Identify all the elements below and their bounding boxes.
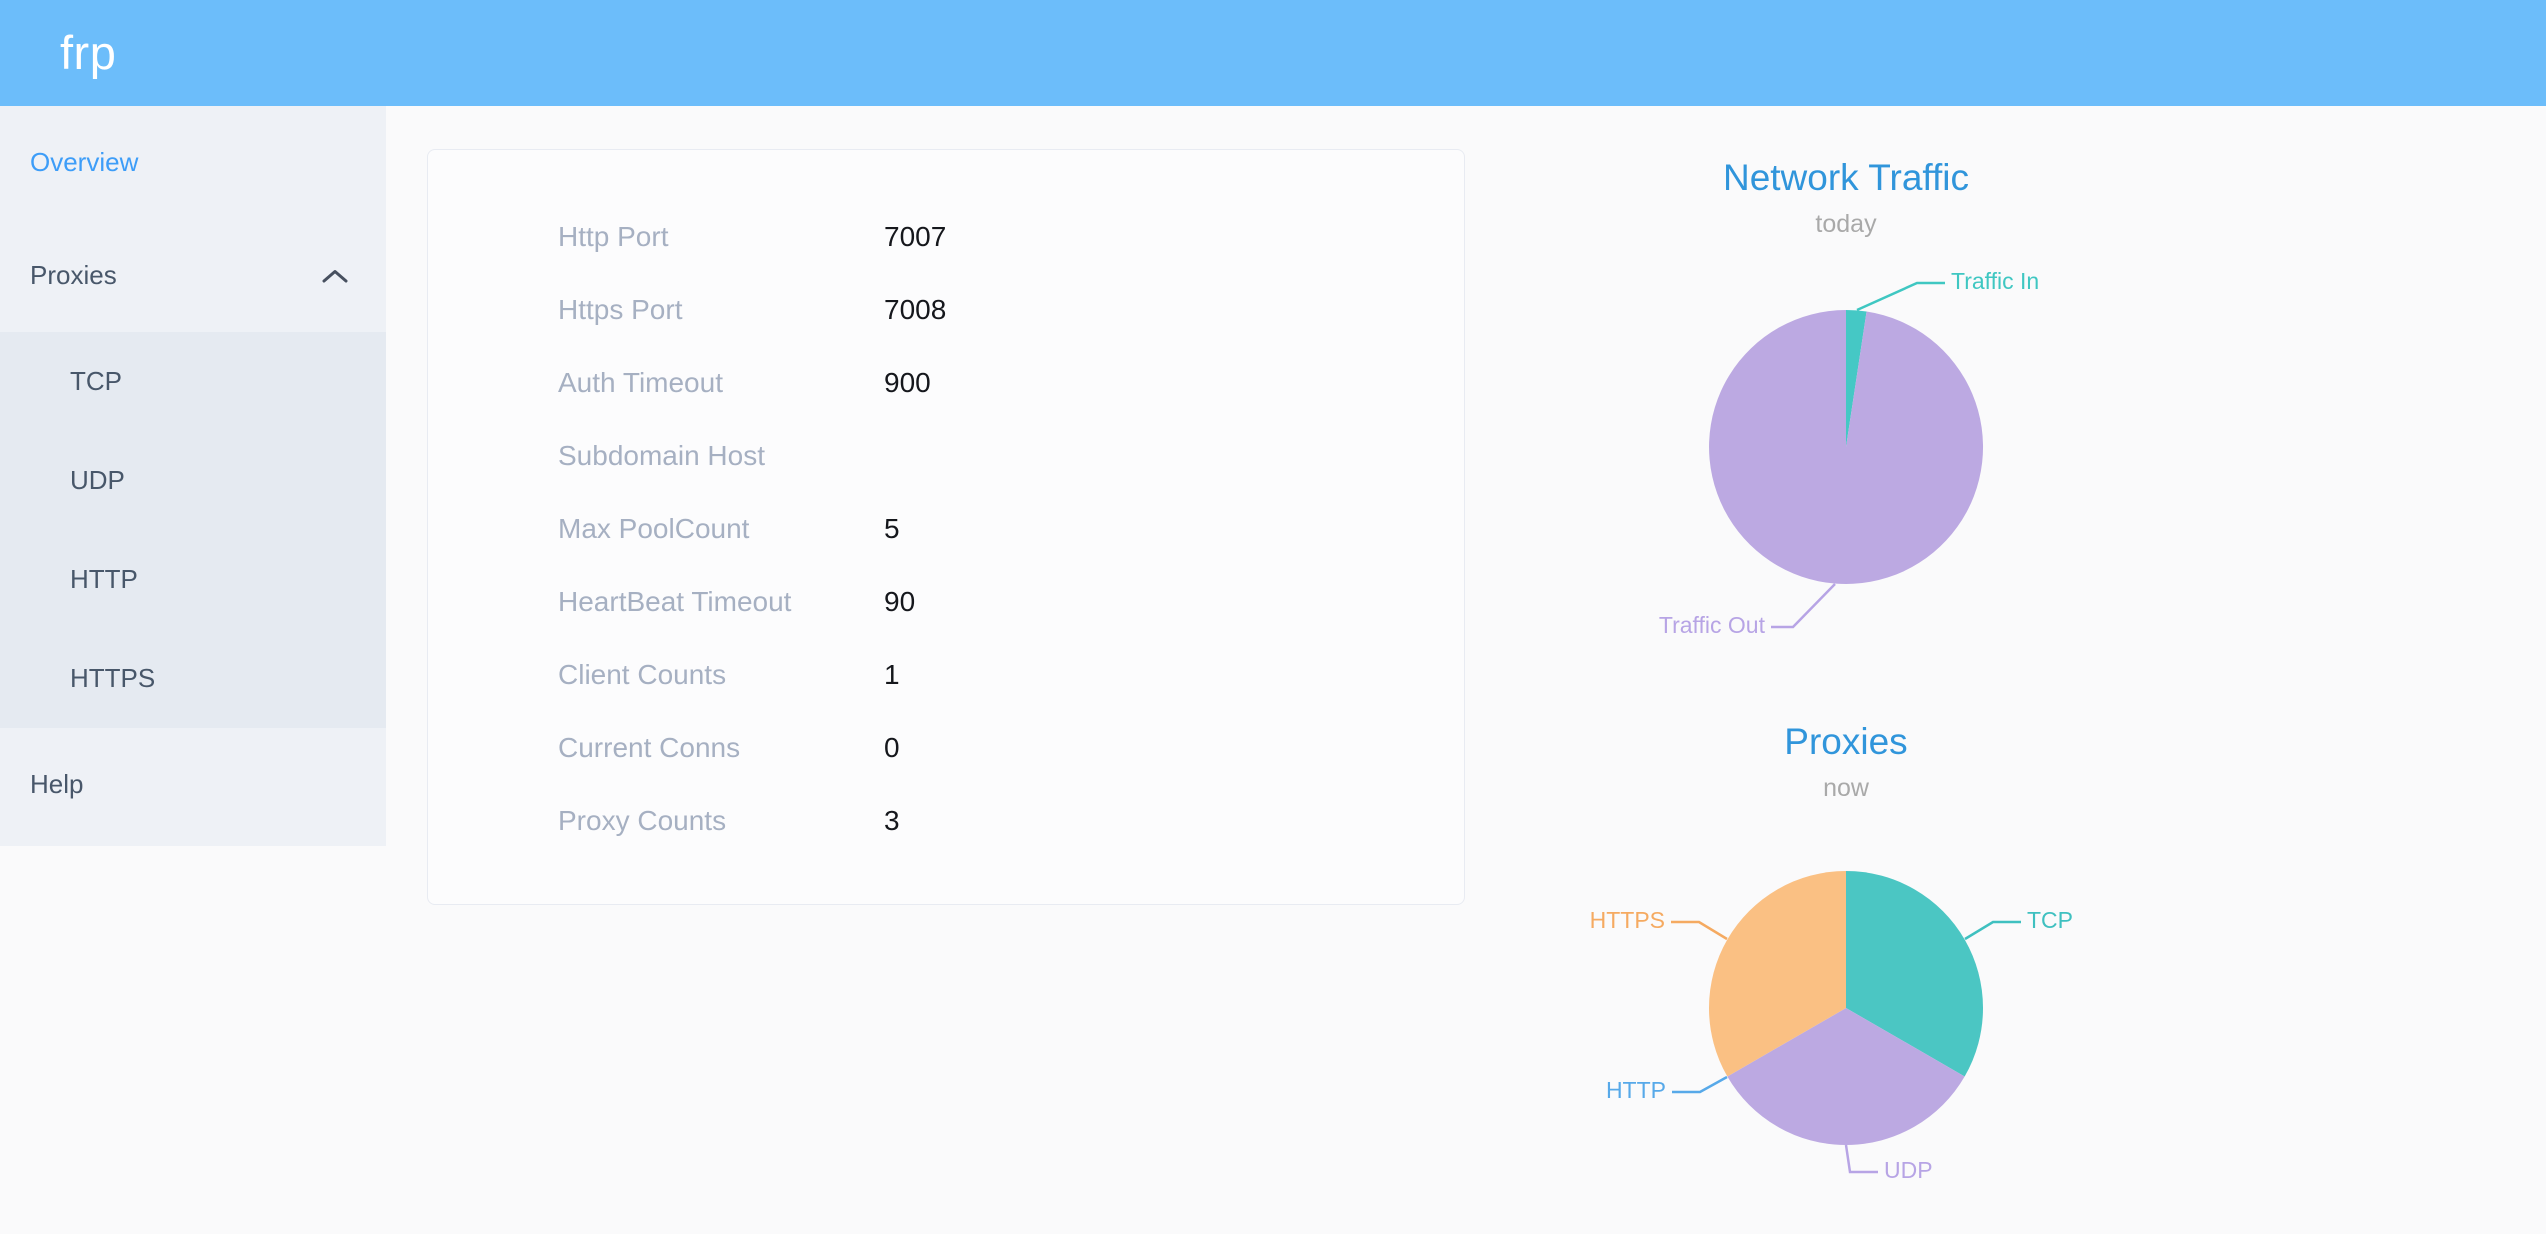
config-value: 900: [884, 366, 931, 398]
config-value: 3: [884, 804, 900, 836]
sidebar-item-http-label: HTTP: [70, 564, 138, 594]
sidebar-item-proxies[interactable]: Proxies: [0, 219, 386, 332]
config-value: 90: [884, 585, 916, 617]
proxies-chart-subtitle: now: [1823, 774, 1869, 802]
top-header-bar: frp: [0, 0, 2546, 106]
config-value: 7007: [884, 220, 947, 252]
config-value: 1: [884, 658, 900, 690]
pie-label-line-http: [1672, 1075, 1728, 1094]
pie-label-line-udp: [1844, 1144, 1878, 1174]
pie-slice-traffic-in[interactable]: [1846, 310, 1867, 447]
pie-label-udp: UDP: [1884, 1157, 1933, 1183]
chevron-up-icon: [322, 269, 348, 282]
config-label: Https Port: [558, 293, 683, 325]
config-row: Http Port 7007: [428, 200, 1464, 273]
pie-label-line-traffic-out: [1771, 583, 1836, 629]
config-label: Subdomain Host: [558, 439, 766, 471]
network-traffic-chart-subtitle: today: [1815, 210, 1877, 238]
config-label: Client Counts: [558, 658, 727, 690]
sidebar-item-overview[interactable]: Overview: [0, 106, 386, 219]
sidebar-item-help-label: Help: [30, 769, 84, 799]
config-row: Subdomain Host: [428, 419, 1464, 492]
pie-label-http: HTTP: [1606, 1077, 1666, 1103]
config-row: HeartBeat Timeout 90: [428, 565, 1464, 638]
proxies-submenu: TCP UDP HTTP HTTPS: [0, 332, 386, 728]
sidebar-item-tcp[interactable]: TCP: [0, 332, 386, 431]
config-value: 0: [884, 731, 900, 763]
pie-label-line-https: [1671, 920, 1728, 941]
config-value: 7008: [884, 293, 947, 325]
config-label: HeartBeat Timeout: [558, 585, 792, 617]
config-value: 5: [884, 512, 900, 544]
pie-slice-https[interactable]: [1708, 871, 1846, 1077]
pie-label-line-tcp: [1964, 920, 2021, 941]
config-label: Auth Timeout: [558, 366, 723, 398]
config-label: Proxy Counts: [558, 804, 727, 836]
config-label: Http Port: [558, 220, 669, 252]
sidebar: Overview Proxies TCP UDP HTTP HTTPS Help: [0, 106, 386, 846]
pie-label-https: HTTPS: [1590, 907, 1665, 933]
pie-label-traffic-in: Traffic In: [1951, 268, 2039, 294]
config-label: Current Conns: [558, 731, 741, 763]
network-traffic-chart-title: Network Traffic: [1722, 157, 1970, 198]
sidebar-item-tcp-label: TCP: [70, 366, 122, 396]
sidebar-item-http[interactable]: HTTP: [0, 530, 386, 629]
sidebar-item-udp[interactable]: UDP: [0, 431, 386, 530]
config-row: Current Conns 0: [428, 711, 1464, 784]
sidebar-item-https[interactable]: HTTPS: [0, 629, 386, 728]
config-row: Proxy Counts 3: [428, 784, 1464, 857]
sidebar-item-https-label: HTTPS: [70, 663, 156, 693]
sidebar-item-help[interactable]: Help: [0, 728, 386, 841]
proxies-chart-title: Proxies: [1784, 721, 1908, 762]
server-config-card: Http Port 7007 Https Port 7008 Auth Timeout 9…: [427, 149, 1465, 905]
pie-label-line-traffic-in: [1856, 281, 1945, 312]
pie-label-tcp: TCP: [2027, 907, 2073, 933]
sidebar-item-overview-label: Overview: [30, 147, 139, 177]
config-row: Client Counts 1: [428, 638, 1464, 711]
server-config-rows: Http Port 7007 Https Port 7008 Auth Timeout 9…: [428, 200, 1464, 857]
config-row: Max PoolCount 5: [428, 492, 1464, 565]
pie-label-traffic-out: Traffic Out: [1659, 612, 1766, 638]
pie-slice-tcp[interactable]: [1846, 871, 1984, 1077]
config-label: Max PoolCount: [558, 512, 750, 544]
frp-logo: frp: [60, 26, 117, 79]
config-row: Auth Timeout 900: [428, 346, 1464, 419]
sidebar-item-udp-label: UDP: [70, 465, 125, 495]
sidebar-item-proxies-label: Proxies: [30, 260, 117, 290]
config-row: Https Port 7008: [428, 273, 1464, 346]
pie-slice-udp[interactable]: [1727, 1008, 1965, 1146]
pie-slice-traffic-out[interactable]: [1709, 310, 1984, 584]
